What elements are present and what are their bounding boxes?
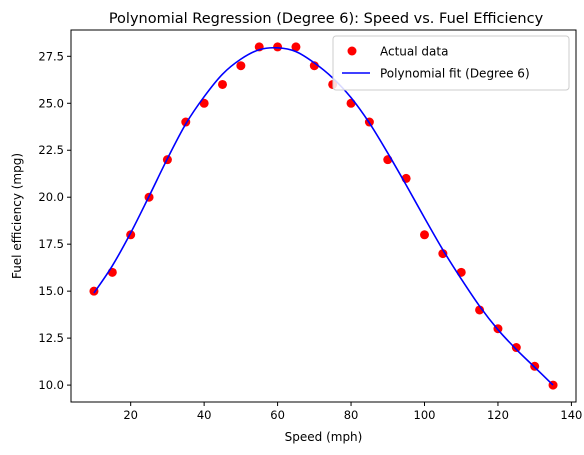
y-tick-label: 12.5 xyxy=(38,331,64,345)
y-axis-label: Fuel efficiency (mpg) xyxy=(10,153,24,279)
data-point xyxy=(438,249,448,259)
y-axis-ticks: 10.0 12.5 15.0 17.5 20.0 22.5 25.0 27.5 xyxy=(38,49,71,392)
x-tick-label: 40 xyxy=(197,408,212,422)
y-tick-label: 25.0 xyxy=(38,96,64,110)
data-point xyxy=(475,305,485,315)
chart-title: Polynomial Regression (Degree 6): Speed … xyxy=(109,11,544,27)
data-point xyxy=(309,61,319,71)
data-point xyxy=(107,267,117,277)
x-tick-label: 60 xyxy=(270,408,285,422)
y-tick-label: 22.5 xyxy=(38,143,64,157)
axes-frame xyxy=(70,29,577,403)
plot-area xyxy=(89,42,558,390)
data-point xyxy=(273,42,283,52)
x-axis-label: Speed (mph) xyxy=(285,430,363,444)
data-point xyxy=(346,98,356,108)
x-tick-label: 20 xyxy=(123,408,138,422)
data-point xyxy=(291,42,301,52)
y-tick-label: 17.5 xyxy=(38,237,64,251)
y-tick-label: 15.0 xyxy=(38,284,64,298)
legend: Actual data Polynomial fit (Degree 6) xyxy=(332,35,570,91)
data-point xyxy=(218,79,227,89)
x-tick-label: 80 xyxy=(344,408,359,422)
legend-label-fit: Polynomial fit (Degree 6) xyxy=(380,67,530,81)
y-tick-label: 20.0 xyxy=(38,190,64,204)
legend-box xyxy=(332,35,570,91)
y-tick-label: 27.5 xyxy=(38,49,64,63)
x-tick-label: 100 xyxy=(414,408,436,422)
legend-label-actual: Actual data xyxy=(380,45,448,59)
x-tick-label: 140 xyxy=(560,408,582,422)
data-point xyxy=(236,61,246,71)
x-axis-ticks: 20 40 60 80 100 120 140 xyxy=(123,402,582,422)
y-tick-label: 10.0 xyxy=(38,378,64,392)
data-point xyxy=(511,343,521,353)
fit-line xyxy=(93,46,554,386)
x-tick-label: 120 xyxy=(487,408,509,422)
data-point xyxy=(420,230,429,240)
legend-marker-actual xyxy=(347,46,357,56)
